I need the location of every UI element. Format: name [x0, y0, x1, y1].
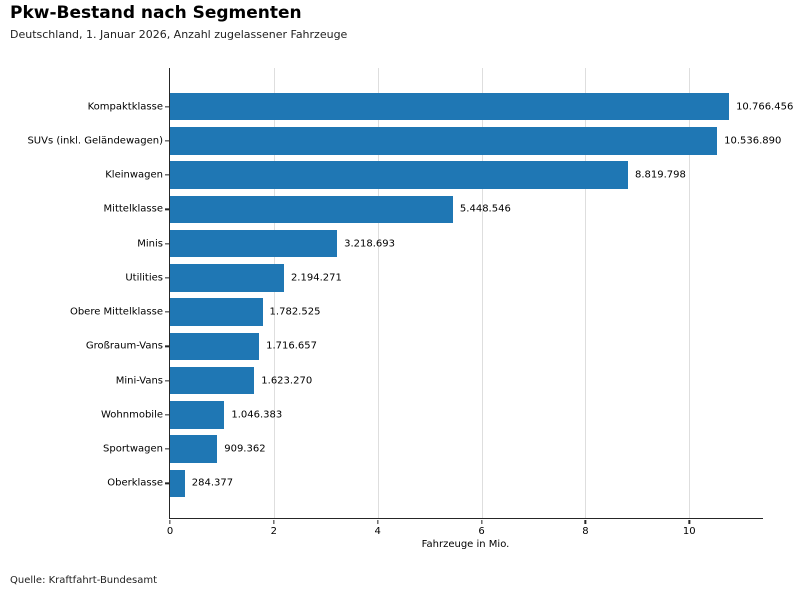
bar-value-label: 5.448.546 — [459, 203, 511, 215]
bar — [170, 435, 218, 463]
bar-value-label: 2.194.271 — [290, 272, 342, 284]
x-tick — [480, 519, 483, 524]
category-label: Utilities — [125, 272, 163, 284]
y-tick — [165, 379, 170, 382]
y-tick — [165, 482, 170, 484]
x-axis-label: Fahrzeuge in Mio. — [421, 539, 510, 550]
bar-value-label: 10.766.456 — [736, 101, 794, 113]
bar — [170, 229, 338, 258]
bar-value-label: 909.362 — [224, 443, 266, 455]
category-label: Mittelklasse — [103, 203, 163, 215]
bar — [170, 298, 263, 326]
y-tick — [165, 448, 170, 450]
y-tick — [165, 345, 170, 348]
plot-area: 0 2 4 6 8 10 10.766.456 10.536.890 8.819.798 5.44… — [165, 68, 793, 537]
category-label: Sportwagen — [103, 443, 163, 455]
y-tick — [165, 140, 170, 142]
y-tick — [165, 414, 170, 416]
bar — [170, 469, 185, 498]
bar-value-label: 10.536.890 — [724, 135, 782, 147]
category-label: Minis — [137, 238, 163, 250]
category-label: Kleinwagen — [105, 169, 163, 181]
category-label: Oberklasse — [107, 477, 163, 489]
bar-value-label: 8.819.798 — [634, 169, 686, 181]
category-label: SUVs (inkl. Geländewagen) — [27, 135, 163, 147]
gridline — [481, 68, 483, 518]
x-tick — [169, 519, 171, 524]
y-tick — [165, 311, 170, 313]
bar — [170, 92, 730, 121]
y-tick — [165, 208, 170, 211]
y-tick — [165, 243, 170, 245]
chart-title: Pkw-Bestand nach Segmenten — [10, 3, 302, 23]
x-tick — [584, 519, 587, 524]
bar — [170, 195, 453, 224]
chart-subtitle: Deutschland, 1. Januar 2026, Anzahl zuge… — [10, 28, 348, 41]
bar — [170, 264, 284, 292]
x-tick-label: 8 — [582, 526, 589, 537]
gridline — [377, 68, 379, 518]
bar-value-label: 3.218.693 — [344, 238, 396, 250]
gridline — [273, 68, 275, 518]
gridline — [585, 68, 587, 518]
bar-value-label: 1.623.270 — [261, 375, 313, 387]
category-label: Großraum-Vans — [85, 340, 163, 352]
x-tick-label: 6 — [478, 526, 485, 537]
x-tick-label: 10 — [682, 526, 696, 537]
bar-value-label: 1.716.657 — [266, 340, 318, 352]
category-label: Obere Mittelklasse — [69, 306, 163, 318]
bar — [170, 401, 225, 429]
bar — [170, 366, 255, 395]
y-tick — [165, 106, 170, 108]
bar-value-label: 284.377 — [191, 477, 234, 489]
x-tick-label: 4 — [374, 526, 381, 537]
x-tick — [688, 519, 690, 524]
y-tick — [165, 174, 170, 176]
x-tick — [377, 519, 379, 524]
bar-value-label: 1.046.383 — [231, 409, 283, 421]
chart-source: Quelle: Kraftfahrt-Bundesamt — [10, 575, 157, 586]
x-tick-label: 0 — [166, 526, 174, 537]
y-axis-labels: Kompaktklasse SUVs (inkl. Geländewagen) Kl… — [0, 68, 163, 518]
y-tick — [165, 277, 170, 279]
bar — [170, 332, 260, 361]
bar — [170, 127, 718, 155]
x-tick — [273, 519, 275, 524]
category-label: Kompaktklasse — [87, 101, 163, 113]
category-label: Wohnmobile — [100, 409, 163, 421]
bar — [170, 161, 628, 189]
category-label: Mini-Vans — [115, 375, 163, 387]
bar-value-label: 1.782.525 — [269, 306, 321, 318]
x-tick-label: 2 — [270, 526, 278, 537]
gridline — [689, 68, 691, 518]
